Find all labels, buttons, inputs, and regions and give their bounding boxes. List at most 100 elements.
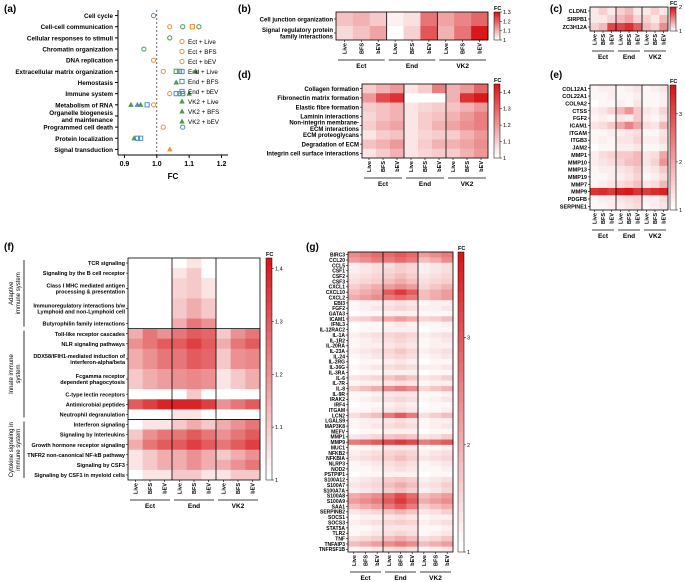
heat-cell bbox=[348, 268, 360, 274]
heat-cell bbox=[359, 477, 372, 483]
heat-cell bbox=[607, 7, 617, 16]
row-label: Growth hormone receptor signaling bbox=[31, 443, 125, 449]
heat-cell bbox=[598, 129, 608, 137]
heat-cell bbox=[441, 455, 454, 462]
colorbar-segment bbox=[670, 205, 676, 211]
heat-cell bbox=[359, 257, 372, 264]
heat-cell bbox=[383, 273, 395, 280]
heat-cell bbox=[590, 7, 599, 16]
heat-cell bbox=[348, 257, 360, 264]
colorbar-segment bbox=[494, 155, 500, 159]
heat-cell bbox=[441, 268, 454, 274]
row-label: NFKBIA bbox=[326, 456, 345, 462]
heat-cell bbox=[371, 348, 384, 355]
column-label: bEV bbox=[478, 43, 484, 54]
heat-cell bbox=[386, 12, 404, 27]
heat-cell bbox=[441, 503, 454, 510]
row-label: TNF bbox=[335, 537, 345, 543]
heat-cell bbox=[642, 23, 651, 32]
heat-cell bbox=[418, 343, 430, 349]
heat-cell bbox=[348, 541, 360, 547]
group-label: Ect bbox=[145, 503, 156, 510]
heat-cell bbox=[429, 369, 442, 376]
row-label: IL-1A bbox=[333, 333, 346, 339]
heat-cell bbox=[406, 503, 419, 510]
row-label: interferon-alpha/beta bbox=[70, 360, 126, 366]
heat-cell bbox=[590, 99, 599, 108]
heat-cell bbox=[230, 449, 246, 461]
colorbar-segment bbox=[494, 29, 500, 31]
heat-cell bbox=[406, 278, 419, 285]
row-label: CXCL2 bbox=[329, 295, 346, 301]
row-label: NLR signaling pathways bbox=[61, 342, 125, 348]
heat-cell bbox=[348, 482, 360, 489]
heat-cell bbox=[394, 364, 407, 371]
column-label: bEV bbox=[395, 161, 401, 172]
heat-cell bbox=[394, 391, 407, 397]
colorbar-tick-label: 1.2 bbox=[275, 372, 283, 378]
heat-cell bbox=[348, 364, 360, 371]
row-label: MMP19 bbox=[568, 175, 587, 181]
heat-cell bbox=[418, 284, 430, 290]
heat-cell bbox=[245, 429, 261, 440]
heat-cell bbox=[348, 332, 360, 339]
heat-cell bbox=[383, 327, 395, 333]
heat-cell bbox=[659, 92, 669, 101]
column-label: bEV bbox=[610, 213, 616, 224]
colorbar-segment bbox=[494, 130, 500, 134]
heat-cell bbox=[418, 257, 430, 264]
heat-cell bbox=[230, 369, 246, 390]
heat-cell bbox=[429, 514, 442, 521]
heat-cell bbox=[441, 257, 454, 264]
column-label: Live bbox=[409, 161, 415, 172]
colorbar-segment bbox=[458, 382, 464, 393]
row-label: NFKB2 bbox=[328, 451, 345, 457]
colorbar-tick-label: 1 bbox=[503, 156, 506, 162]
heat-cell bbox=[642, 180, 651, 189]
heat-cell bbox=[142, 399, 158, 410]
heat-cell bbox=[390, 84, 405, 94]
heat-cell bbox=[406, 493, 419, 499]
heat-cell bbox=[186, 419, 202, 430]
heat-cell bbox=[348, 519, 360, 526]
heat-cell bbox=[418, 380, 430, 387]
heat-cell bbox=[441, 402, 454, 408]
heat-cell bbox=[216, 389, 231, 400]
heat-cell bbox=[383, 535, 395, 542]
column-label: BFS bbox=[434, 555, 440, 566]
colorbar-segment bbox=[494, 96, 500, 100]
heat-cell bbox=[590, 121, 599, 130]
row-label: SOCS3 bbox=[328, 520, 345, 526]
colorbar-segment bbox=[458, 352, 464, 363]
heat-cell bbox=[348, 262, 360, 269]
heat-cell bbox=[394, 278, 407, 285]
heat-cell bbox=[245, 469, 261, 481]
heat-cell bbox=[659, 114, 669, 123]
heat-cell bbox=[394, 294, 407, 301]
heat-cell bbox=[460, 93, 475, 103]
heat-cell bbox=[394, 348, 407, 355]
heat-cell bbox=[362, 84, 377, 94]
heat-cell bbox=[418, 519, 430, 526]
heat-cell bbox=[230, 419, 246, 430]
heat-cell bbox=[371, 332, 384, 339]
heat-cell bbox=[359, 530, 372, 537]
data-point bbox=[173, 91, 179, 97]
heat-cell bbox=[383, 407, 395, 414]
colorbar-segment bbox=[670, 15, 676, 17]
data-point bbox=[167, 35, 173, 41]
column-label: Live bbox=[618, 213, 624, 224]
heat-cell bbox=[590, 92, 599, 101]
heat-cell bbox=[359, 278, 372, 285]
heat-cell bbox=[642, 15, 651, 24]
heat-cell bbox=[172, 419, 187, 430]
colorbar-segment bbox=[670, 24, 676, 26]
heat-cell bbox=[624, 129, 634, 137]
heat-cell bbox=[418, 509, 430, 515]
heat-cell bbox=[371, 503, 384, 510]
colorbar-segment bbox=[494, 91, 500, 95]
heat-cell bbox=[383, 423, 395, 430]
heat-cell bbox=[245, 459, 261, 471]
legend-entry: End + Live bbox=[188, 69, 218, 76]
heat-cell bbox=[406, 343, 419, 349]
